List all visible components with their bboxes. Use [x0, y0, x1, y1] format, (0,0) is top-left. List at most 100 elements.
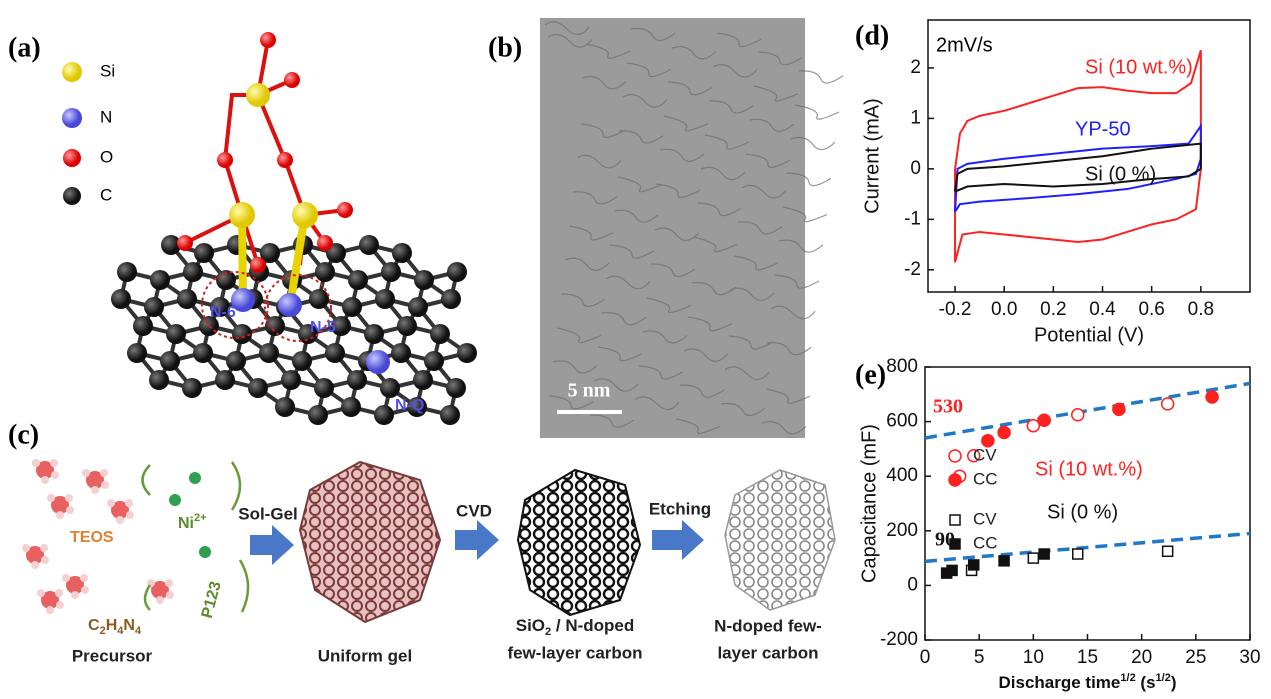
annotation: 90 [935, 529, 955, 551]
legend-text: CC [973, 533, 998, 552]
text: 1/2 [1156, 672, 1171, 684]
fringe [581, 76, 627, 90]
x-axis-label: Discharge time1/2 (s1/2) [999, 672, 1177, 693]
text: (s [1136, 673, 1156, 692]
fringe [733, 255, 779, 271]
marker [1161, 545, 1174, 558]
marker [1038, 548, 1050, 560]
fringe [548, 395, 594, 410]
gel-mesh [300, 462, 440, 622]
panel-label: (a) [8, 32, 41, 63]
fringe [729, 287, 775, 301]
y-tick-label: -200 [880, 629, 918, 650]
atom [71, 591, 79, 599]
marker [1160, 397, 1175, 411]
fringe [749, 118, 795, 132]
fit-line [924, 531, 1251, 564]
atom [47, 494, 55, 502]
legend-text: O [100, 147, 113, 166]
atom [100, 469, 108, 477]
atom [381, 262, 401, 282]
text: 2 [545, 626, 551, 638]
atom [125, 499, 133, 507]
marker [1205, 390, 1219, 404]
legend-atom [62, 108, 82, 128]
fringe [720, 402, 766, 417]
fringe [618, 130, 664, 144]
atom [40, 544, 48, 552]
fringe [770, 305, 816, 320]
cv-curve [954, 142, 1202, 193]
atom [341, 397, 361, 417]
fringe [560, 293, 606, 308]
atom [446, 378, 466, 398]
marker [1071, 408, 1085, 422]
x-tick-label: 30 [1239, 647, 1260, 668]
text: H [106, 617, 118, 634]
atom [210, 297, 230, 317]
panel-c: (c) TEOS Ni2+ C2H4N4 P123 Precursor Sol-… [8, 419, 836, 665]
reagent: C2H4N4 [88, 617, 142, 637]
x-tick-label: 0.4 [1089, 299, 1116, 320]
series-label: YP-50 [1075, 118, 1131, 140]
atom [36, 461, 54, 479]
atom [26, 546, 44, 564]
stage-label: Uniform gel [318, 646, 412, 665]
fringe [753, 85, 799, 102]
atom [41, 591, 59, 609]
atom [151, 581, 169, 599]
legend-marker [948, 473, 962, 487]
molecule [147, 579, 174, 604]
atom [41, 476, 49, 484]
fringe [585, 43, 631, 59]
atom [441, 289, 461, 309]
fringe [655, 183, 701, 198]
fringe [708, 100, 754, 114]
atom [260, 243, 280, 263]
atom [81, 586, 89, 594]
x-tick-label: 10 [1023, 647, 1044, 668]
atom [161, 235, 181, 255]
atom [248, 378, 268, 398]
atom [193, 343, 213, 363]
fringe [654, 227, 700, 241]
panel-a: (a) Si N O C N-6 N-5 N-Q [8, 32, 477, 425]
atom [169, 494, 181, 506]
fringe [778, 239, 824, 253]
x-tick-label: -0.2 [939, 299, 972, 320]
text: 2+ [194, 512, 207, 524]
fringe [794, 104, 840, 120]
atom [374, 405, 394, 425]
fringe [696, 202, 742, 217]
reagent: TEOS [70, 529, 114, 546]
fringe [663, 115, 709, 132]
atom [65, 494, 73, 502]
atom [46, 606, 54, 614]
fringe [593, 378, 639, 392]
atom [259, 343, 279, 363]
atom [364, 324, 384, 344]
marker [1027, 552, 1040, 564]
x-tick-label: 20 [1131, 647, 1152, 668]
atom [41, 556, 49, 564]
atom [32, 459, 40, 467]
x-tick-label: 15 [1077, 647, 1098, 668]
y-tick-label: 2 [910, 57, 921, 78]
atom [166, 324, 186, 344]
molecule [62, 574, 89, 599]
carbon [724, 469, 836, 611]
fringe [786, 172, 832, 187]
fringe [692, 236, 738, 253]
fringe [704, 134, 750, 150]
marker [1072, 548, 1084, 560]
atom [308, 405, 328, 425]
y-axis-label: Capacitance (mF) [858, 424, 880, 583]
fringe [547, 34, 593, 48]
fringe [712, 64, 758, 78]
legend-atom [63, 187, 81, 205]
fringe [646, 297, 692, 314]
plot-frame [927, 19, 1251, 293]
legend-marker [949, 538, 961, 550]
fringe [564, 257, 610, 271]
atom [325, 343, 345, 363]
